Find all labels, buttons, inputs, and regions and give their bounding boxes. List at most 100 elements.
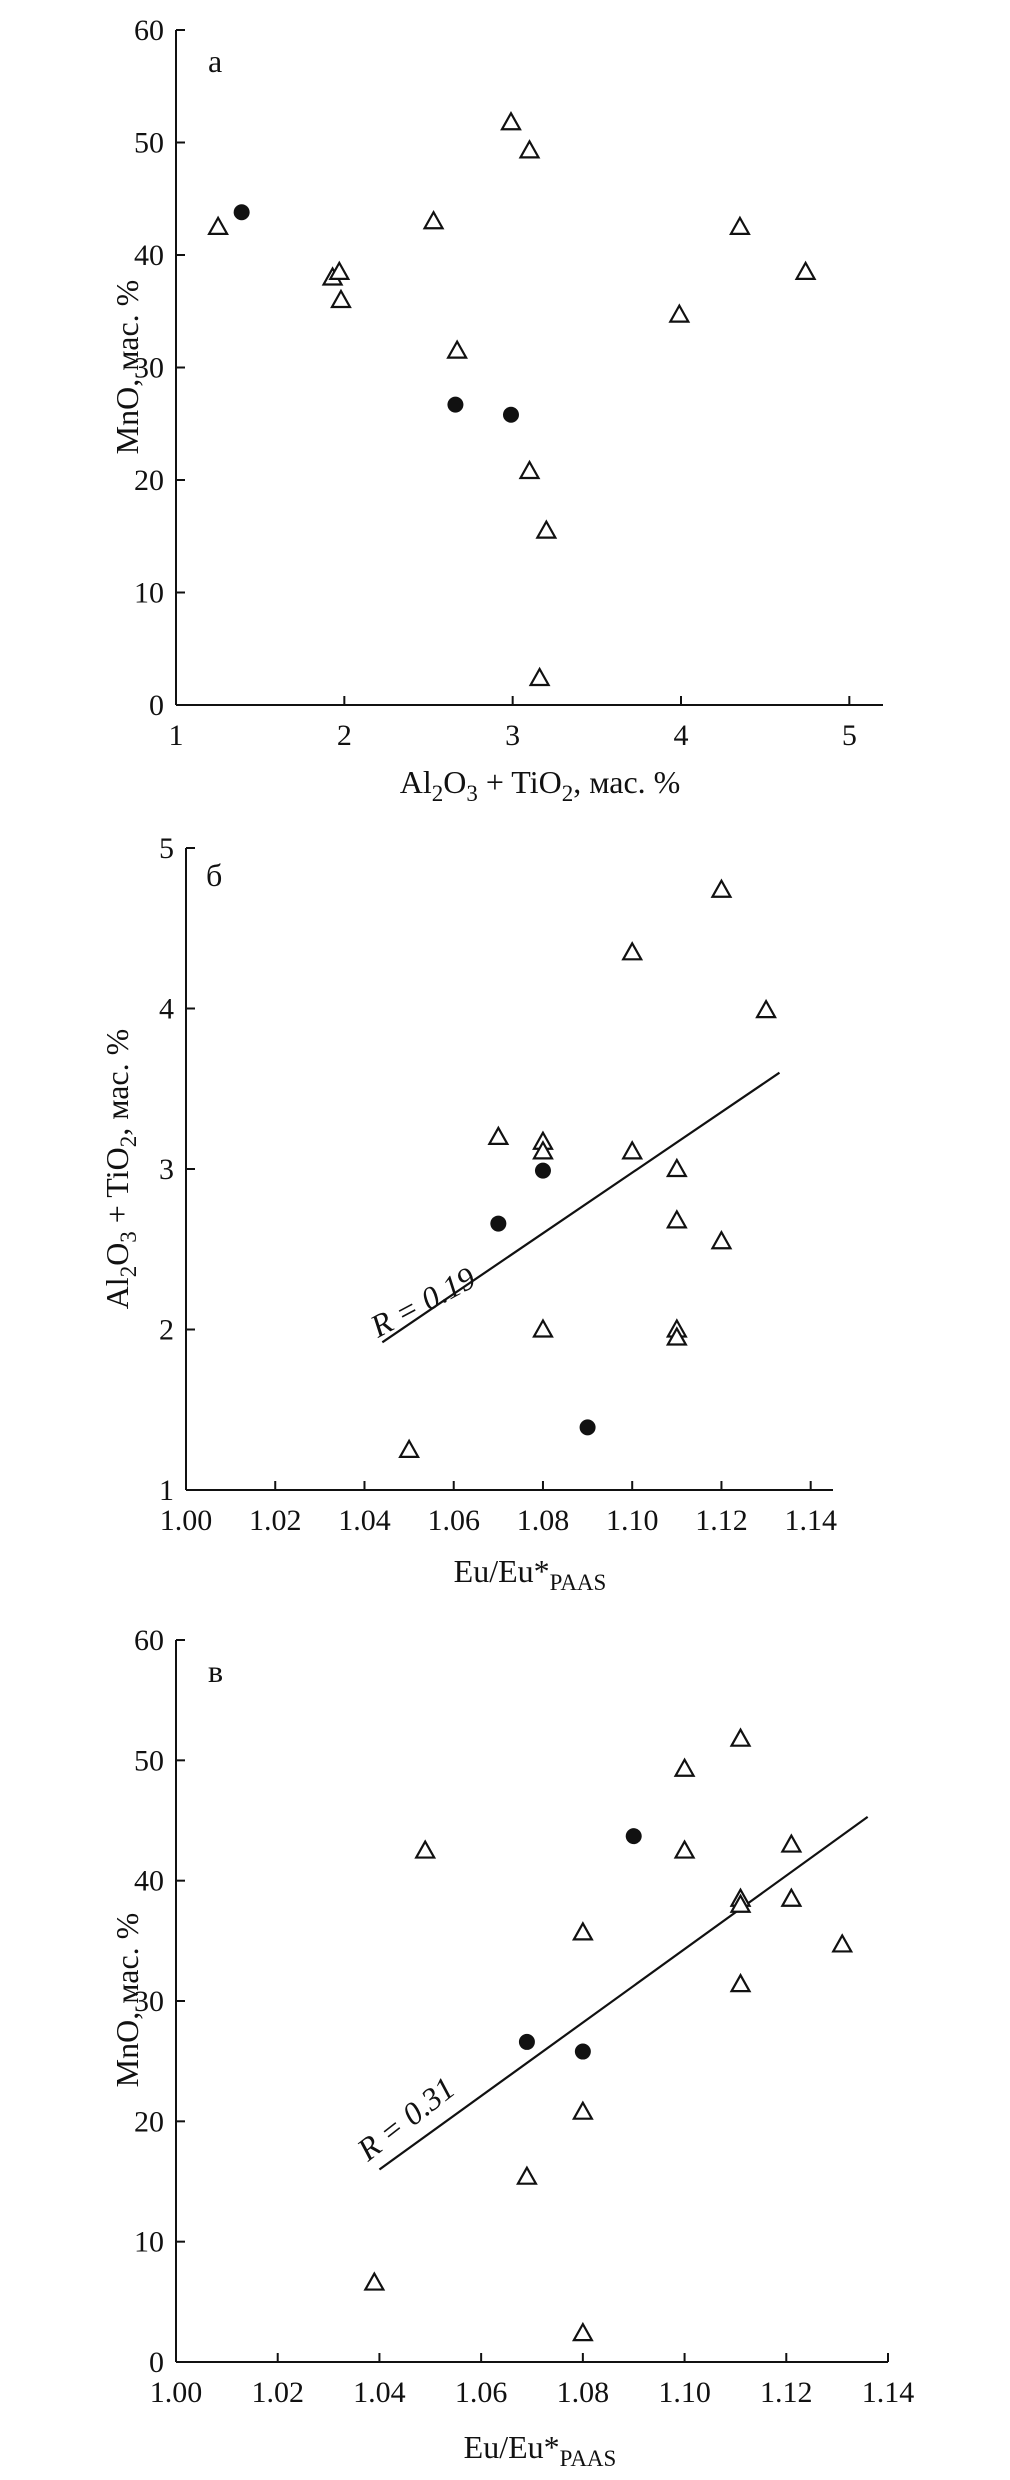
triangle-point xyxy=(571,2321,594,2342)
triangle-point xyxy=(729,1972,752,1993)
triangle-point xyxy=(729,215,751,235)
circle-point xyxy=(579,1419,596,1436)
y-tick-label: 0 xyxy=(149,689,164,722)
triangle-point xyxy=(621,1140,644,1160)
triangle-point xyxy=(330,288,352,309)
ticks: 1.00 1.02 1.04 1.06 1.08 1.10 1.12 1.14 0 10 20 30 4… xyxy=(134,1624,914,2409)
x-tick-label: 1.06 xyxy=(455,2376,508,2409)
triangle-point xyxy=(328,260,351,280)
x-tick-label: 1.00 xyxy=(160,1504,213,1537)
circle-point xyxy=(447,396,464,413)
y-tick-label: 4 xyxy=(159,993,174,1026)
x-tick-label: 1.06 xyxy=(427,1504,480,1537)
triangle-point xyxy=(729,1727,752,1747)
x-tick-label: 1.02 xyxy=(251,2376,304,2409)
triangle-point xyxy=(831,1933,854,1953)
circle-point xyxy=(534,1162,551,1179)
y-tick-label: 40 xyxy=(134,1865,164,1898)
triangle-point xyxy=(571,2100,594,2120)
y-tick-label: 40 xyxy=(134,239,164,272)
y-axis-label: MnO, мас. % xyxy=(109,280,145,455)
x-tick-label: 1.12 xyxy=(695,1504,748,1537)
y-tick-label: 3 xyxy=(159,1153,174,1186)
x-axis-label: Al2O3 + TiO2, мас. % xyxy=(400,764,681,806)
circle-point xyxy=(574,2043,591,2060)
circle-point xyxy=(518,2033,535,2050)
y-tick-label: 10 xyxy=(134,2226,164,2259)
x-tick-label: 1.10 xyxy=(606,1504,659,1537)
x-tick-label: 1.12 xyxy=(760,2376,813,2409)
r-annotation: R = 0.31 xyxy=(349,2069,461,2168)
triangle-point xyxy=(729,1893,752,1913)
x-tick-label: 1.04 xyxy=(338,1504,391,1537)
x-tick-label: 5 xyxy=(842,719,857,752)
triangle-point xyxy=(571,1921,594,1941)
triangle-point xyxy=(422,210,445,230)
triangle-point xyxy=(500,111,522,131)
triangle-point xyxy=(532,1140,554,1160)
x-tick-label: 4 xyxy=(674,719,689,752)
y-tick-label: 60 xyxy=(134,1624,164,1657)
y-tick-label: 50 xyxy=(134,1744,164,1777)
y-tick-label: 5 xyxy=(159,832,174,865)
triangle-point xyxy=(487,1125,510,1146)
x-tick-label: 1.08 xyxy=(517,1504,570,1537)
x-tick-label: 1.14 xyxy=(784,1504,837,1537)
triangle-point xyxy=(363,2271,386,2291)
x-tick-label: 1.04 xyxy=(353,2376,406,2409)
y-tick-label: 50 xyxy=(134,127,164,160)
y-tick-label: 20 xyxy=(134,2105,164,2138)
y-axis-label: Al2O3 + TiO2, мас. % xyxy=(99,1029,141,1310)
triangle-point xyxy=(535,519,558,539)
y-tick-label: 2 xyxy=(159,1314,174,1347)
circle-point xyxy=(490,1215,507,1232)
r-annotation: R = 0.19 xyxy=(364,1259,482,1344)
triangle-point xyxy=(398,1438,420,1458)
x-tick-label: 2 xyxy=(337,719,352,752)
x-tick-label: 1.08 xyxy=(557,2376,610,2409)
panel-b: б 1.00 1.02 1.04 1.06 1.08 1.10 1.12 1.1412345 … xyxy=(99,832,837,1595)
panel-v: в 1.00 1.02 1.04 1.06 1.08 1.10 1.12 1.14 0 10 20 3… xyxy=(109,1624,914,2471)
y-tick-label: 20 xyxy=(134,464,164,497)
triangle-point xyxy=(673,1757,696,1777)
triangle-point xyxy=(673,1839,696,1859)
x-tick-label: 1.10 xyxy=(658,2376,711,2409)
triangle-point xyxy=(518,459,541,480)
triangle-point xyxy=(516,2165,538,2185)
y-tick-label: 60 xyxy=(134,14,164,47)
x-tick-label: 3 xyxy=(505,719,520,752)
circle-point xyxy=(502,406,519,423)
triangle-point xyxy=(780,1887,803,1907)
x-tick-label: 1 xyxy=(169,719,184,752)
triangle-point xyxy=(528,666,551,687)
triangle-point xyxy=(710,1229,733,1250)
x-axis-label: Eu/Eu*PAAS xyxy=(454,1553,607,1595)
x-axis-label: Eu/Eu*PAAS xyxy=(464,2429,617,2471)
ticks: 1.00 1.02 1.04 1.06 1.08 1.10 1.12 1.14 1 2 3 4 5 xyxy=(159,832,837,1537)
triangle-point xyxy=(518,139,541,159)
x-tick-label: 1.00 xyxy=(150,2376,203,2409)
y-tick-label: 1 xyxy=(159,1474,174,1507)
marks xyxy=(207,111,817,687)
y-tick-label: 30 xyxy=(134,352,164,385)
x-tick-label: 1.14 xyxy=(862,2376,915,2409)
circle-point xyxy=(233,204,250,221)
triangle-point xyxy=(668,303,691,323)
triangle-point xyxy=(665,1157,688,1178)
trend-line xyxy=(378,1815,869,2171)
x-tick-label: 1.02 xyxy=(249,1504,302,1537)
y-tick-label: 0 xyxy=(149,2346,164,2379)
y-axis-label: MnO, мас. % xyxy=(109,1913,145,2088)
marks xyxy=(363,1727,869,2342)
circle-point xyxy=(625,1828,642,1845)
marks xyxy=(381,878,781,1458)
triangle-point xyxy=(665,1326,688,1346)
triangle-point xyxy=(621,941,644,961)
panel-letter: б xyxy=(206,857,222,893)
y-tick-label: 10 xyxy=(134,577,164,610)
triangle-point xyxy=(207,215,229,235)
panel-letter: в xyxy=(208,1653,223,1689)
